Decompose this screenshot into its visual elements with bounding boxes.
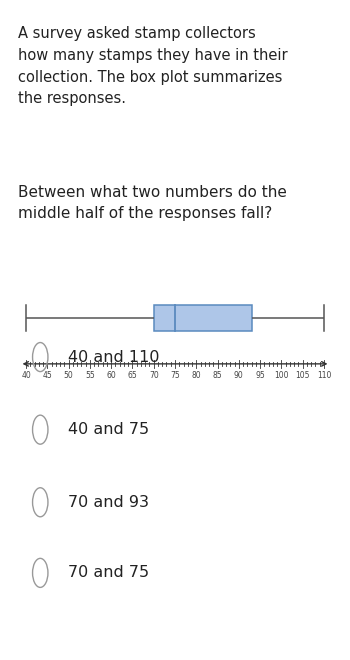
- Text: 45: 45: [42, 371, 52, 379]
- Text: 70 and 93: 70 and 93: [68, 495, 149, 510]
- Text: 100: 100: [274, 371, 289, 379]
- Text: Between what two numbers do the
middle half of the responses fall?: Between what two numbers do the middle h…: [18, 185, 286, 221]
- Text: 40 and 75: 40 and 75: [68, 422, 149, 437]
- Bar: [154, 306, 252, 331]
- Text: 55: 55: [85, 371, 95, 379]
- Text: 40: 40: [21, 371, 31, 379]
- Text: 50: 50: [64, 371, 74, 379]
- Text: 80: 80: [191, 371, 201, 379]
- Text: 90: 90: [234, 371, 244, 379]
- Text: 105: 105: [295, 371, 310, 379]
- Text: 40 and 110: 40 and 110: [68, 350, 160, 364]
- Text: 110: 110: [317, 371, 331, 379]
- Text: 70 and 75: 70 and 75: [68, 566, 149, 580]
- Text: 95: 95: [255, 371, 265, 379]
- Text: 75: 75: [170, 371, 180, 379]
- Text: 85: 85: [213, 371, 222, 379]
- Text: 60: 60: [106, 371, 116, 379]
- Text: 70: 70: [149, 371, 159, 379]
- Text: A survey asked stamp collectors
how many stamps they have in their
collection. T: A survey asked stamp collectors how many…: [18, 26, 287, 106]
- Text: 65: 65: [127, 371, 137, 379]
